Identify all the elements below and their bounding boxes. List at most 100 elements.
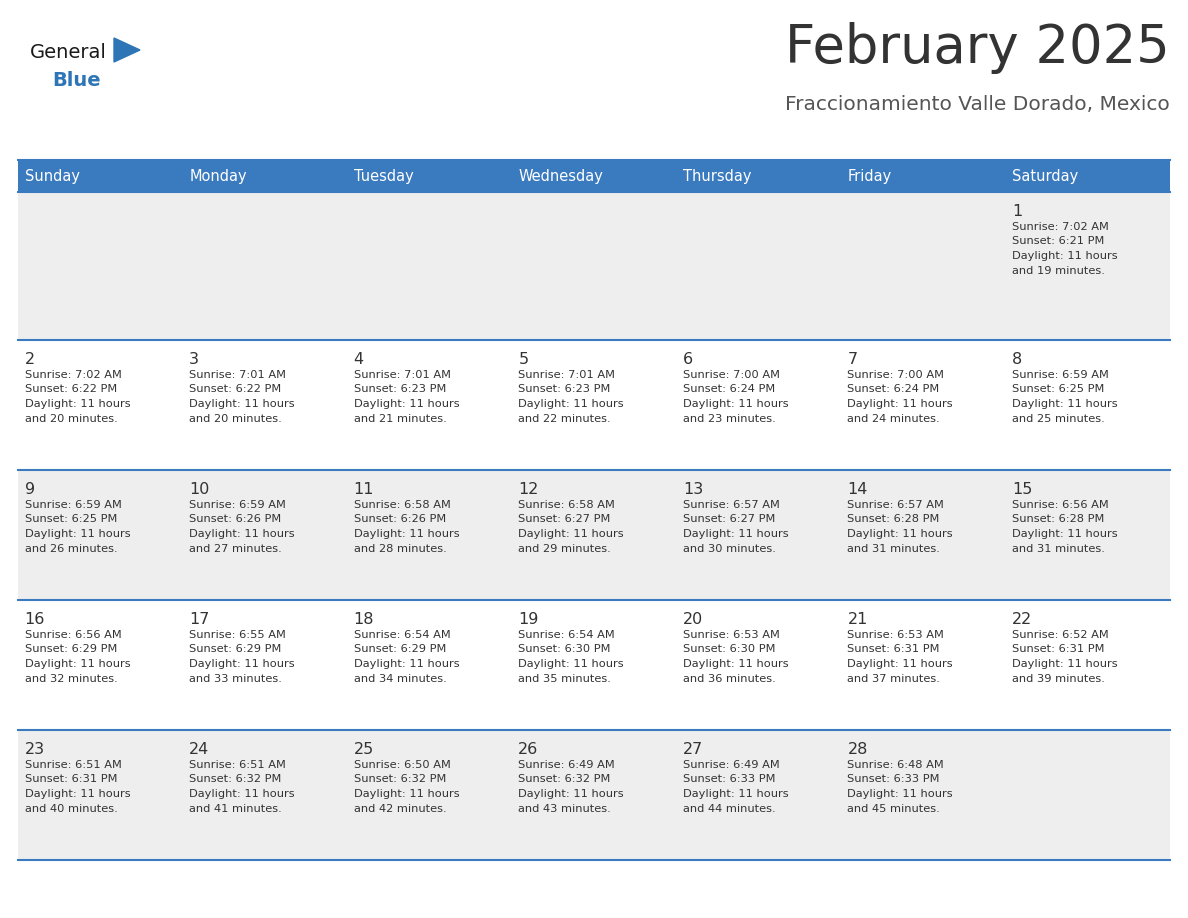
Text: Sunrise: 7:01 AM: Sunrise: 7:01 AM bbox=[518, 370, 615, 380]
Text: 28: 28 bbox=[847, 742, 867, 757]
Text: Sunset: 6:24 PM: Sunset: 6:24 PM bbox=[847, 385, 940, 395]
Text: Sunset: 6:29 PM: Sunset: 6:29 PM bbox=[189, 644, 282, 655]
Text: Sunrise: 6:52 AM: Sunrise: 6:52 AM bbox=[1012, 630, 1108, 640]
Text: Daylight: 11 hours: Daylight: 11 hours bbox=[1012, 529, 1118, 539]
Text: Daylight: 11 hours: Daylight: 11 hours bbox=[189, 789, 295, 799]
Text: Sunrise: 6:55 AM: Sunrise: 6:55 AM bbox=[189, 630, 286, 640]
Text: Fraccionamiento Valle Dorado, Mexico: Fraccionamiento Valle Dorado, Mexico bbox=[785, 95, 1170, 115]
Text: Sunset: 6:24 PM: Sunset: 6:24 PM bbox=[683, 385, 775, 395]
Text: Sunset: 6:26 PM: Sunset: 6:26 PM bbox=[354, 514, 446, 524]
Text: Daylight: 11 hours: Daylight: 11 hours bbox=[354, 529, 460, 539]
Text: Thursday: Thursday bbox=[683, 169, 751, 184]
Text: 11: 11 bbox=[354, 482, 374, 497]
Text: and 19 minutes.: and 19 minutes. bbox=[1012, 265, 1105, 275]
Text: 25: 25 bbox=[354, 742, 374, 757]
Text: Daylight: 11 hours: Daylight: 11 hours bbox=[683, 659, 789, 669]
Bar bbox=[18, 730, 1170, 860]
Text: Sunset: 6:25 PM: Sunset: 6:25 PM bbox=[25, 514, 116, 524]
Text: and 25 minutes.: and 25 minutes. bbox=[1012, 413, 1105, 423]
Text: Sunset: 6:33 PM: Sunset: 6:33 PM bbox=[847, 775, 940, 785]
Text: 20: 20 bbox=[683, 612, 703, 627]
Text: 23: 23 bbox=[25, 742, 45, 757]
Text: 12: 12 bbox=[518, 482, 538, 497]
Text: and 39 minutes.: and 39 minutes. bbox=[1012, 674, 1105, 684]
Bar bbox=[18, 600, 1170, 730]
Text: 13: 13 bbox=[683, 482, 703, 497]
Text: Daylight: 11 hours: Daylight: 11 hours bbox=[25, 529, 131, 539]
Text: Daylight: 11 hours: Daylight: 11 hours bbox=[354, 789, 460, 799]
Bar bbox=[18, 160, 1170, 192]
Text: 16: 16 bbox=[25, 612, 45, 627]
Text: and 35 minutes.: and 35 minutes. bbox=[518, 674, 611, 684]
Text: Saturday: Saturday bbox=[1012, 169, 1079, 184]
Text: Daylight: 11 hours: Daylight: 11 hours bbox=[189, 399, 295, 409]
Text: Daylight: 11 hours: Daylight: 11 hours bbox=[25, 789, 131, 799]
Text: and 31 minutes.: and 31 minutes. bbox=[1012, 543, 1105, 554]
Text: Sunset: 6:25 PM: Sunset: 6:25 PM bbox=[1012, 385, 1105, 395]
Text: and 37 minutes.: and 37 minutes. bbox=[847, 674, 941, 684]
Text: Daylight: 11 hours: Daylight: 11 hours bbox=[518, 659, 624, 669]
Text: 6: 6 bbox=[683, 352, 693, 367]
Text: Daylight: 11 hours: Daylight: 11 hours bbox=[683, 529, 789, 539]
Text: Sunset: 6:23 PM: Sunset: 6:23 PM bbox=[518, 385, 611, 395]
Text: Daylight: 11 hours: Daylight: 11 hours bbox=[847, 399, 953, 409]
Text: Sunrise: 7:00 AM: Sunrise: 7:00 AM bbox=[847, 370, 944, 380]
Text: Sunset: 6:21 PM: Sunset: 6:21 PM bbox=[1012, 237, 1105, 247]
Text: Sunset: 6:30 PM: Sunset: 6:30 PM bbox=[518, 644, 611, 655]
Text: and 20 minutes.: and 20 minutes. bbox=[25, 413, 118, 423]
Text: and 23 minutes.: and 23 minutes. bbox=[683, 413, 776, 423]
Text: Sunday: Sunday bbox=[25, 169, 80, 184]
Text: Sunrise: 6:58 AM: Sunrise: 6:58 AM bbox=[518, 500, 615, 510]
Text: Sunset: 6:29 PM: Sunset: 6:29 PM bbox=[354, 644, 447, 655]
Text: Daylight: 11 hours: Daylight: 11 hours bbox=[847, 529, 953, 539]
Text: Daylight: 11 hours: Daylight: 11 hours bbox=[1012, 399, 1118, 409]
Bar bbox=[18, 470, 1170, 600]
Text: Sunrise: 6:59 AM: Sunrise: 6:59 AM bbox=[1012, 370, 1108, 380]
Text: Friday: Friday bbox=[847, 169, 892, 184]
Text: Sunrise: 6:53 AM: Sunrise: 6:53 AM bbox=[847, 630, 944, 640]
Text: Sunrise: 6:54 AM: Sunrise: 6:54 AM bbox=[354, 630, 450, 640]
Text: Sunset: 6:26 PM: Sunset: 6:26 PM bbox=[189, 514, 282, 524]
Text: Sunrise: 6:57 AM: Sunrise: 6:57 AM bbox=[847, 500, 944, 510]
Text: and 41 minutes.: and 41 minutes. bbox=[189, 803, 282, 813]
Text: Sunrise: 7:02 AM: Sunrise: 7:02 AM bbox=[1012, 222, 1108, 232]
Text: Daylight: 11 hours: Daylight: 11 hours bbox=[518, 529, 624, 539]
Text: Sunrise: 6:59 AM: Sunrise: 6:59 AM bbox=[25, 500, 121, 510]
Text: and 28 minutes.: and 28 minutes. bbox=[354, 543, 447, 554]
Text: Sunset: 6:33 PM: Sunset: 6:33 PM bbox=[683, 775, 776, 785]
Text: Sunset: 6:22 PM: Sunset: 6:22 PM bbox=[189, 385, 282, 395]
Text: and 24 minutes.: and 24 minutes. bbox=[847, 413, 940, 423]
Text: Sunset: 6:31 PM: Sunset: 6:31 PM bbox=[1012, 644, 1105, 655]
Text: Daylight: 11 hours: Daylight: 11 hours bbox=[518, 399, 624, 409]
Text: and 22 minutes.: and 22 minutes. bbox=[518, 413, 611, 423]
Text: 15: 15 bbox=[1012, 482, 1032, 497]
Text: Sunset: 6:30 PM: Sunset: 6:30 PM bbox=[683, 644, 776, 655]
Text: Daylight: 11 hours: Daylight: 11 hours bbox=[354, 399, 460, 409]
Text: and 27 minutes.: and 27 minutes. bbox=[189, 543, 282, 554]
Text: Sunset: 6:32 PM: Sunset: 6:32 PM bbox=[354, 775, 447, 785]
Text: Sunrise: 6:57 AM: Sunrise: 6:57 AM bbox=[683, 500, 779, 510]
Text: 4: 4 bbox=[354, 352, 364, 367]
Text: Daylight: 11 hours: Daylight: 11 hours bbox=[1012, 659, 1118, 669]
Text: Sunset: 6:31 PM: Sunset: 6:31 PM bbox=[25, 775, 118, 785]
Text: and 30 minutes.: and 30 minutes. bbox=[683, 543, 776, 554]
Text: 27: 27 bbox=[683, 742, 703, 757]
Text: Daylight: 11 hours: Daylight: 11 hours bbox=[1012, 251, 1118, 261]
Text: Sunrise: 7:01 AM: Sunrise: 7:01 AM bbox=[189, 370, 286, 380]
Text: Sunset: 6:31 PM: Sunset: 6:31 PM bbox=[847, 644, 940, 655]
Text: and 26 minutes.: and 26 minutes. bbox=[25, 543, 118, 554]
Text: and 29 minutes.: and 29 minutes. bbox=[518, 543, 611, 554]
Text: Sunrise: 7:00 AM: Sunrise: 7:00 AM bbox=[683, 370, 779, 380]
Text: Sunrise: 6:49 AM: Sunrise: 6:49 AM bbox=[683, 760, 779, 770]
Text: Daylight: 11 hours: Daylight: 11 hours bbox=[189, 659, 295, 669]
Text: Sunset: 6:28 PM: Sunset: 6:28 PM bbox=[1012, 514, 1105, 524]
Text: Monday: Monday bbox=[189, 169, 247, 184]
Text: 22: 22 bbox=[1012, 612, 1032, 627]
Text: Sunset: 6:23 PM: Sunset: 6:23 PM bbox=[354, 385, 447, 395]
Text: and 40 minutes.: and 40 minutes. bbox=[25, 803, 118, 813]
Text: Tuesday: Tuesday bbox=[354, 169, 413, 184]
Text: General: General bbox=[30, 42, 107, 62]
Text: Sunrise: 6:51 AM: Sunrise: 6:51 AM bbox=[189, 760, 286, 770]
Text: and 31 minutes.: and 31 minutes. bbox=[847, 543, 941, 554]
Text: and 32 minutes.: and 32 minutes. bbox=[25, 674, 118, 684]
